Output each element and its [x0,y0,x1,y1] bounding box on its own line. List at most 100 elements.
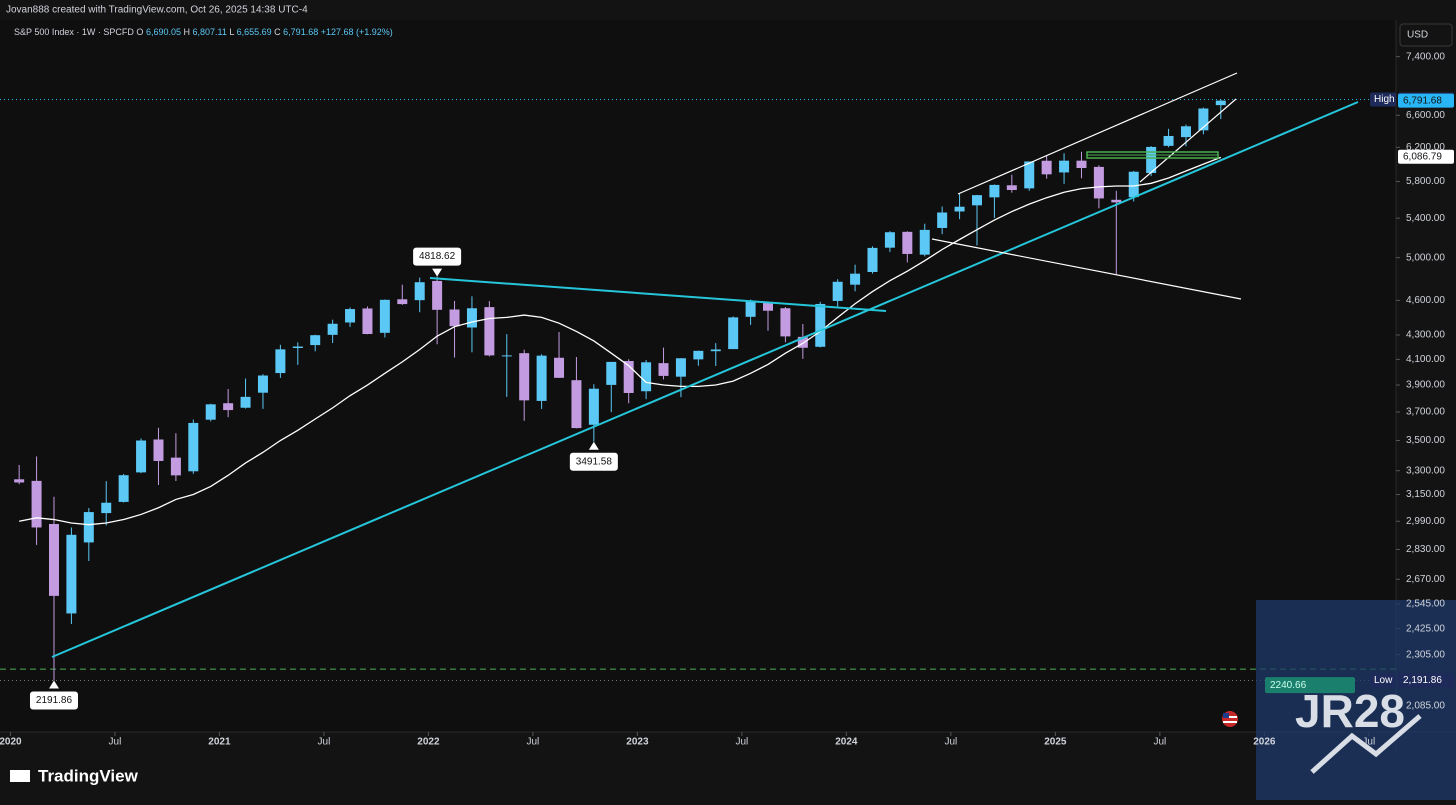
candle-body [83,512,94,543]
candle-body [432,280,443,310]
candle-body [170,457,181,476]
candle-body [954,206,965,212]
y-tick-label: 2,545.00 [1406,599,1445,610]
x-tick-label: Jul [944,737,957,748]
x-tick-label: Jul [109,737,122,748]
y-tick-label: 2,305.00 [1406,649,1445,660]
annotation-label: 4818.62 [419,251,456,262]
currency: USD [1407,30,1428,41]
candle-body [48,524,59,596]
header-text: H [184,27,191,37]
annotation-pointer [432,268,443,277]
candle-body [623,361,634,393]
plot-area [0,20,1396,732]
y-tick-label: 5,000.00 [1406,252,1445,263]
candle-body [118,475,129,502]
y-tick-label: 5,400.00 [1406,213,1445,224]
candle-body [675,358,686,377]
y-tick-label: 6,200.00 [1406,142,1445,153]
level-badge-label: 2240.66 [1270,680,1307,691]
x-tick-label: 2025 [1044,737,1067,748]
y-tick-label: 2,670.00 [1406,574,1445,585]
y-tick-label: 3,500.00 [1406,435,1445,446]
candle-body [397,299,408,305]
candle-body [484,307,495,356]
candle-body [571,380,582,429]
candle-body [1024,161,1035,189]
x-tick-label: 2022 [417,737,440,748]
x-tick-label: Jul [1153,737,1166,748]
trend-line [429,277,887,312]
candle-body [153,439,164,461]
candle-body [1198,108,1209,131]
y-tick-label: 4,100.00 [1406,354,1445,365]
x-tick-label: Jul [527,737,540,748]
candle-body [763,302,774,311]
y-tick-label: 3,300.00 [1406,465,1445,476]
candle-body [919,229,930,255]
logo: TradingView [10,766,139,785]
header-text: O [136,27,143,37]
header-text: S&P 500 Index · 1W · SPCFD [14,27,134,37]
candle-body [710,349,721,352]
candle-body [1111,199,1122,203]
candle-body [136,440,147,473]
candle-body [745,301,756,317]
candle-body [536,355,547,401]
price-badge [1398,149,1454,164]
currency-box [1399,23,1453,47]
candle-body [257,375,268,393]
candle-body [327,323,338,335]
candle-body [606,361,617,385]
header-text: C [274,27,281,37]
channel-line [931,238,1242,300]
candle-body [1215,100,1226,106]
candle-body [971,195,982,206]
candle-body [1041,160,1052,175]
header-text: +127.68 (+1.92%) [321,27,393,37]
candle-body [780,308,791,337]
candle-body [588,388,599,425]
y-tick-label: 7,400.00 [1406,51,1445,62]
x-tick-label: 2024 [835,737,858,748]
x-tick-label: Jul [318,737,331,748]
annotation-pointer [48,680,59,689]
candle-body [1093,166,1104,199]
candle-body [989,184,1000,198]
annotation-box [413,247,462,266]
annotation-label: 2191.86 [36,695,73,706]
y-tick-label: 3,150.00 [1406,489,1445,500]
candle-body [345,309,356,323]
channel-line [957,72,1238,195]
candle-body [1163,135,1174,146]
logo-text: TradingView [38,766,139,785]
x-tick-label: 2026 [1253,737,1276,748]
header-text: 6,807.11 [193,27,227,37]
candle-body [815,303,826,347]
y-tick-label: 2,085.00 [1406,701,1445,712]
y-tick-label: 2,425.00 [1406,623,1445,634]
price-badge [1398,93,1454,108]
y-tick-label: 2,990.00 [1406,516,1445,527]
candle-body [205,404,216,420]
candle-body [884,232,895,248]
candle-body [449,309,460,327]
header-text: 6,791.68 [283,27,318,37]
candle-body [379,299,390,333]
candle-body [1180,126,1191,138]
candle-body [223,403,234,411]
candle-body [1146,146,1157,174]
candle-body [937,212,948,228]
price-badge-label: 6,086.79 [1403,151,1442,162]
x-tick-label: 2020 [0,737,22,748]
price-badge-label: 2,191.86 [1403,675,1442,686]
candle-body [693,350,704,360]
annotation-box [569,452,618,471]
candle-body [292,346,303,349]
header-text: 6,690.05 [146,27,181,37]
price-badge [1398,673,1454,688]
annotation-label: 3491.58 [576,456,613,467]
header-text: L [229,27,234,37]
